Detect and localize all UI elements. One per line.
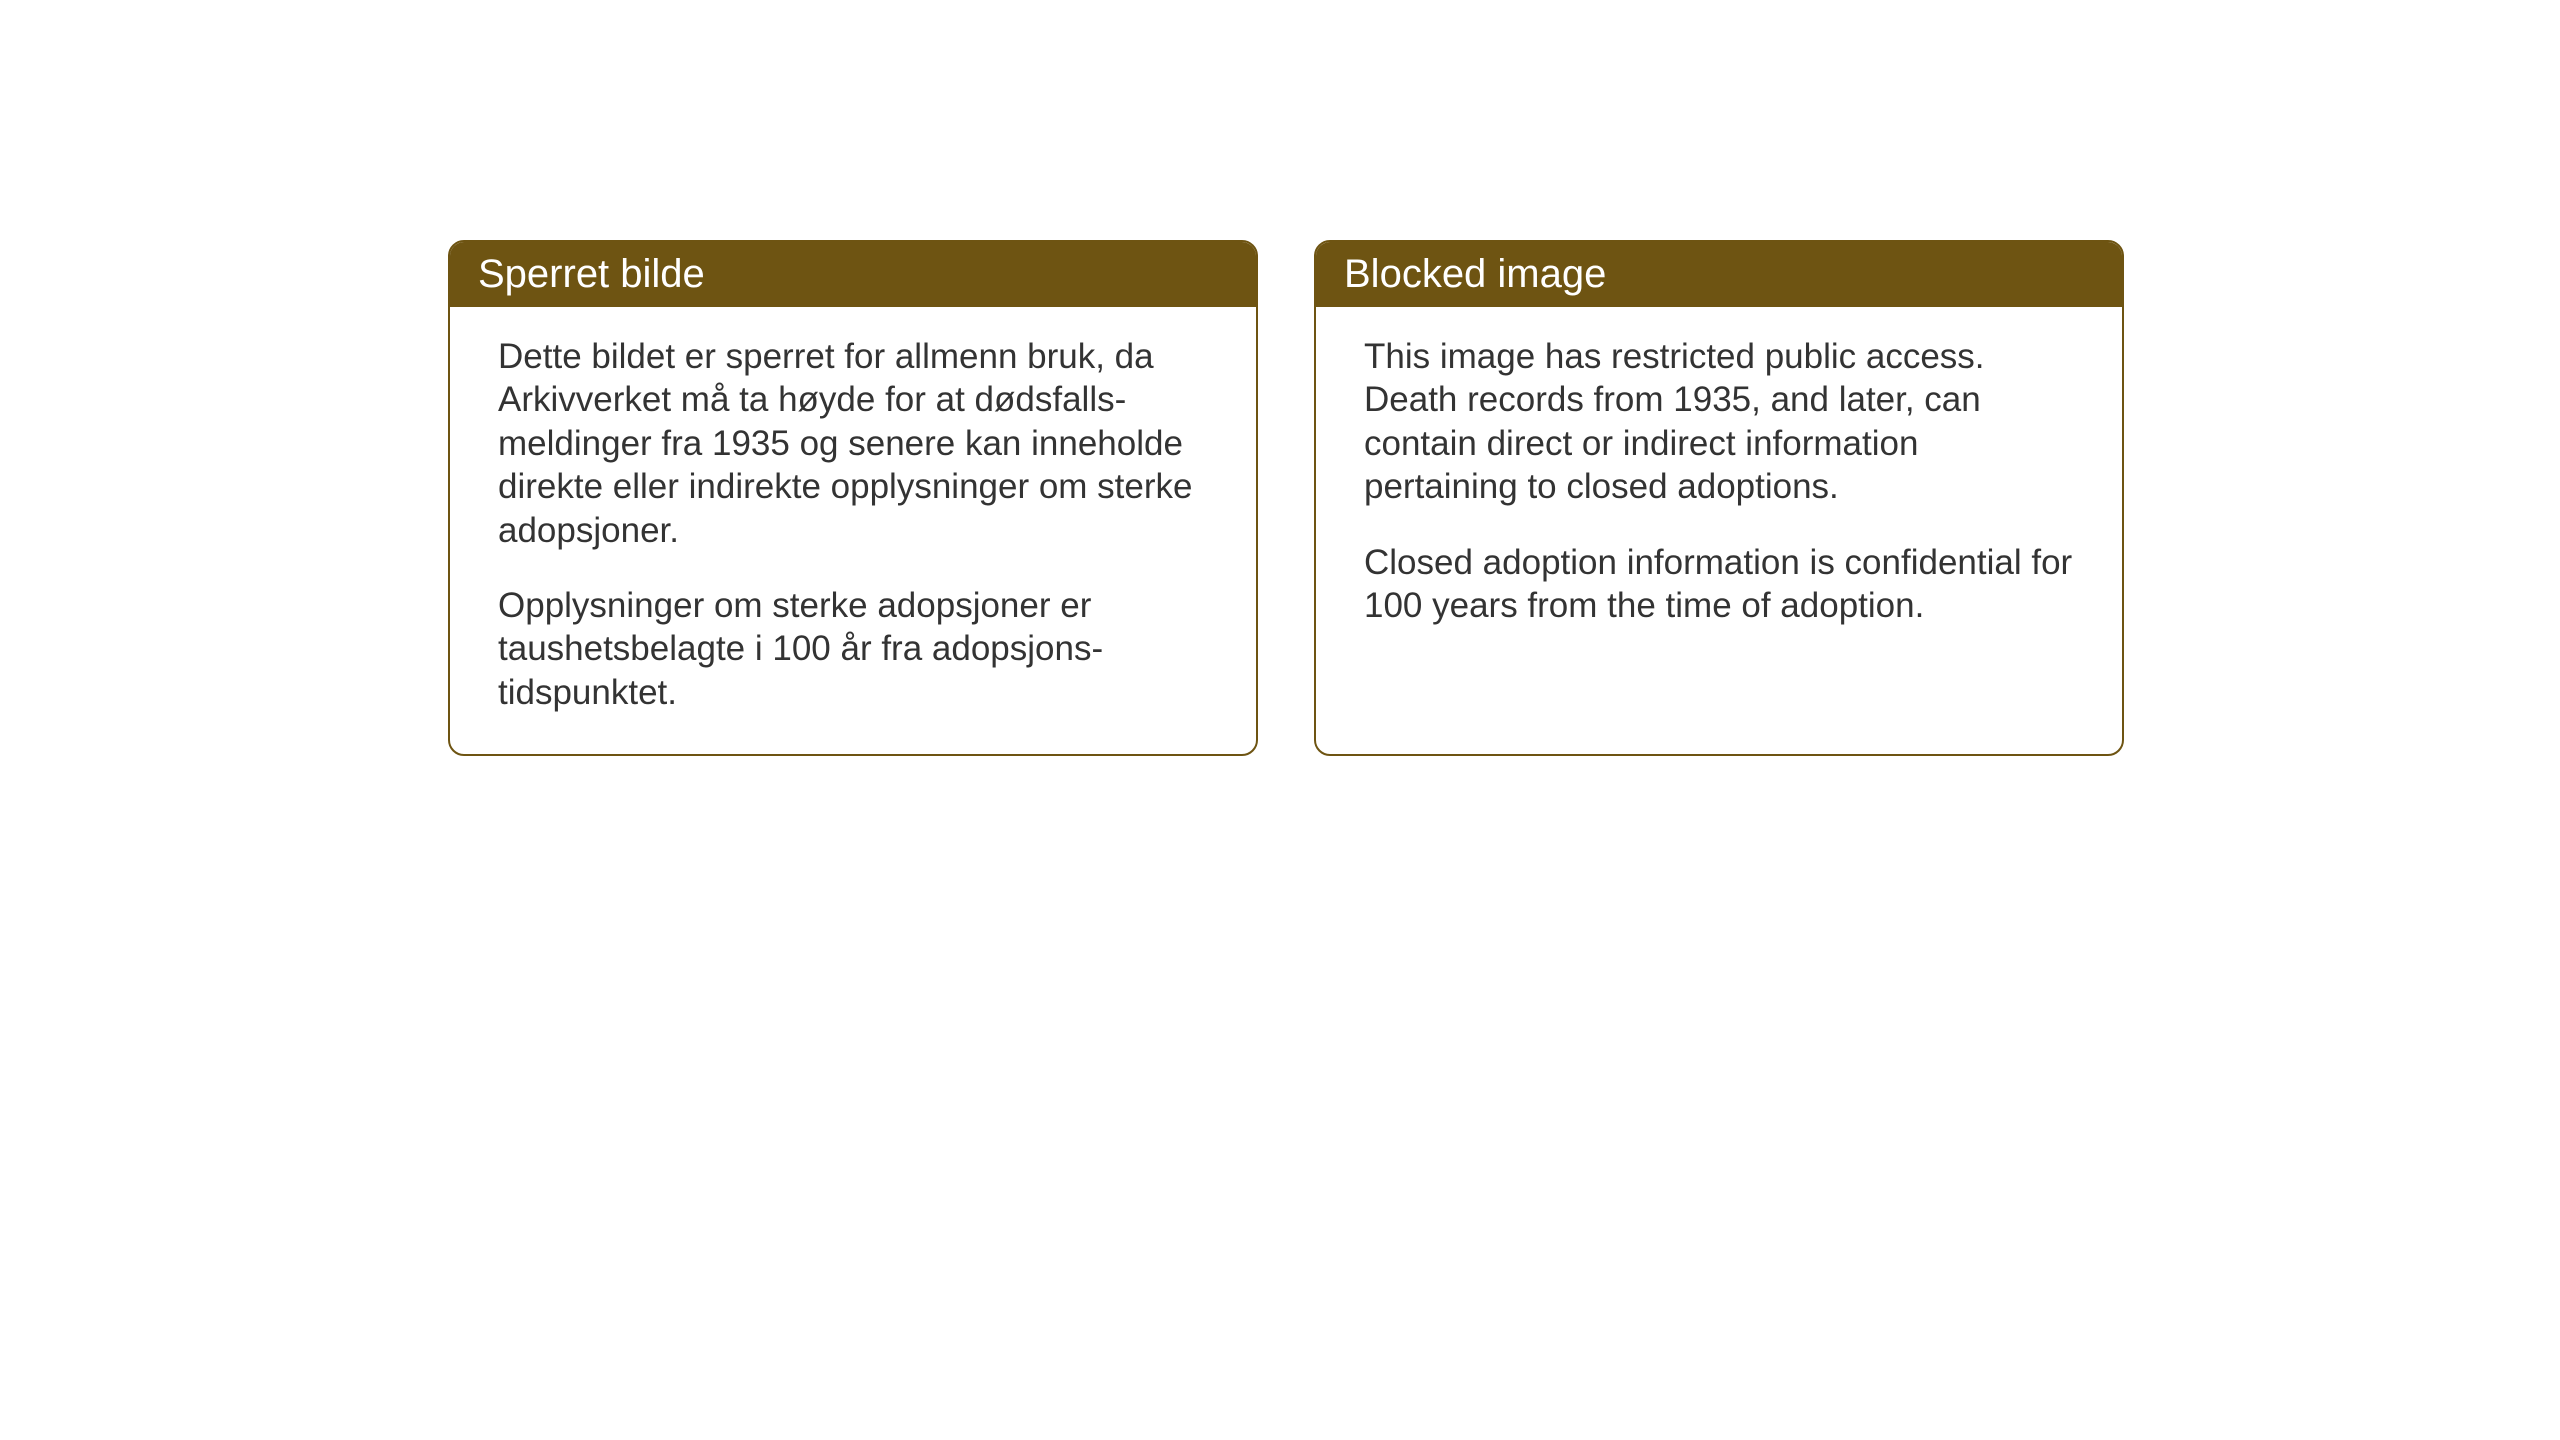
notice-cards-container: Sperret bilde Dette bildet er sperret fo… <box>448 240 2124 756</box>
english-card-title: Blocked image <box>1316 242 2122 307</box>
norwegian-notice-card: Sperret bilde Dette bildet er sperret fo… <box>448 240 1258 756</box>
english-notice-card: Blocked image This image has restricted … <box>1314 240 2124 756</box>
norwegian-card-body: Dette bildet er sperret for allmenn bruk… <box>450 307 1256 754</box>
english-paragraph-1: This image has restricted public access.… <box>1364 335 2074 509</box>
english-card-body: This image has restricted public access.… <box>1316 307 2122 667</box>
norwegian-paragraph-1: Dette bildet er sperret for allmenn bruk… <box>498 335 1208 552</box>
norwegian-card-title: Sperret bilde <box>450 242 1256 307</box>
norwegian-paragraph-2: Opplysninger om sterke adopsjoner er tau… <box>498 584 1208 714</box>
english-paragraph-2: Closed adoption information is confident… <box>1364 541 2074 628</box>
